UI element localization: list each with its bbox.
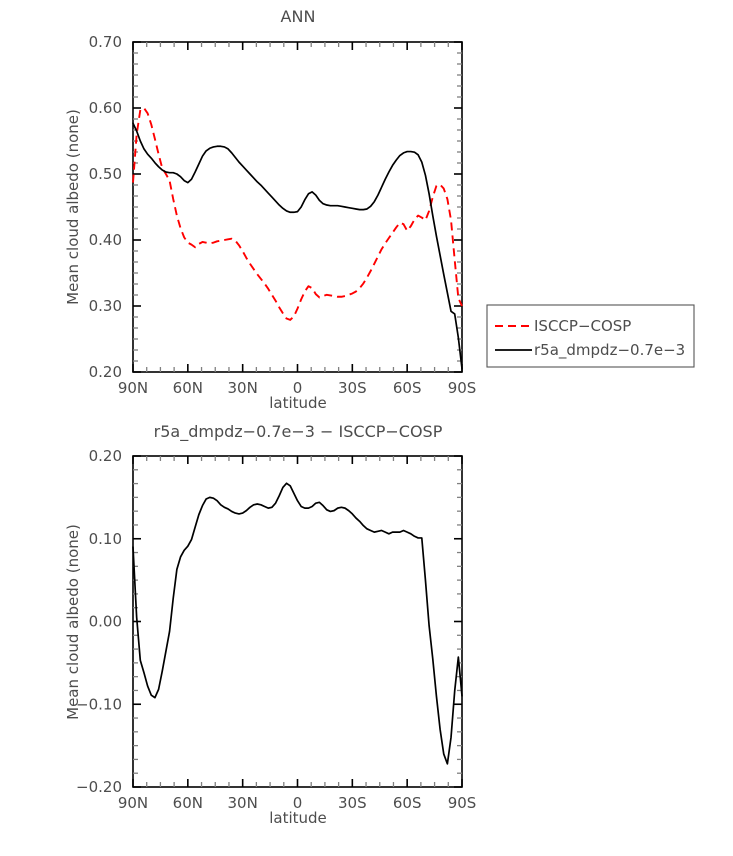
bottom-panel-x-tick-labels: 90N 60N 30N 0 30S 60S 90S xyxy=(118,794,476,812)
legend: ISCCP−COSP r5a_dmpdz−0.7e−3 xyxy=(486,304,695,368)
x-tick-label: 60N xyxy=(173,379,203,397)
y-tick-label: 0.70 xyxy=(89,33,122,51)
x-tick-label: 60N xyxy=(173,794,203,812)
top-panel-ticks xyxy=(132,41,463,373)
series-difference-bottom xyxy=(132,482,463,765)
series-model-top xyxy=(132,122,463,370)
y-tick-label: 0.40 xyxy=(89,231,122,249)
legend-label-model: r5a_dmpdz−0.7e−3 xyxy=(534,341,685,360)
y-tick-label: 0.10 xyxy=(89,530,122,548)
x-tick-label: 90S xyxy=(448,379,477,397)
bottom-panel-title: r5a_dmpdz−0.7e−3 − ISCCP−COSP xyxy=(154,422,443,442)
top-panel-x-axis-title: latitude xyxy=(269,394,327,412)
top-panel: ANN 90N 60N 30N 0 30S 60S 90S 0.20 0.30 0.40 0.50… xyxy=(64,7,476,412)
bottom-panel-frame xyxy=(132,455,463,788)
y-tick-label: 0.00 xyxy=(89,613,122,631)
x-tick-label: 90N xyxy=(118,379,148,397)
y-tick-label: 0.20 xyxy=(89,363,122,381)
top-panel-frame xyxy=(132,41,463,373)
y-tick-label: 0.30 xyxy=(89,297,122,315)
series-isccp-cosp-top xyxy=(132,107,463,321)
x-tick-label: 30N xyxy=(228,794,258,812)
x-tick-label: 0 xyxy=(293,379,303,397)
bottom-panel-y-tick-labels: −0.20 −0.10 0.00 0.10 0.20 xyxy=(76,447,122,796)
x-tick-label: 30N xyxy=(228,379,258,397)
x-tick-label: 60S xyxy=(393,379,422,397)
x-tick-label: 30S xyxy=(338,794,367,812)
top-panel-y-axis-title: Mean cloud albedo (none) xyxy=(64,109,82,305)
bottom-panel-x-axis-title: latitude xyxy=(269,809,327,827)
y-tick-label: 0.50 xyxy=(89,165,122,183)
y-tick-label: 0.20 xyxy=(89,447,122,465)
y-tick-label: −0.10 xyxy=(76,695,122,713)
x-tick-label: 90N xyxy=(118,794,148,812)
x-tick-label: 60S xyxy=(393,794,422,812)
legend-frame xyxy=(486,304,695,368)
top-panel-x-tick-labels: 90N 60N 30N 0 30S 60S 90S xyxy=(118,379,476,397)
y-tick-label: 0.60 xyxy=(89,99,122,117)
x-tick-label: 30S xyxy=(338,379,367,397)
bottom-panel-ticks xyxy=(132,455,463,788)
x-tick-label: 0 xyxy=(293,794,303,812)
top-panel-title: ANN xyxy=(281,7,316,26)
bottom-panel: r5a_dmpdz−0.7e−3 − ISCCP−COSP 90N 60N 30N 0… xyxy=(64,422,476,827)
y-tick-label: −0.20 xyxy=(76,778,122,796)
bottom-panel-y-axis-title: Mean cloud albedo (none) xyxy=(64,524,82,720)
x-tick-label: 90S xyxy=(448,794,477,812)
top-panel-y-tick-labels: 0.20 0.30 0.40 0.50 0.60 0.70 xyxy=(89,33,122,381)
legend-label-isccp-cosp: ISCCP−COSP xyxy=(534,317,631,335)
